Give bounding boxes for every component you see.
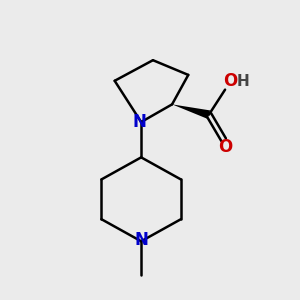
Text: N: N (134, 231, 148, 249)
Text: O: O (223, 72, 238, 90)
Text: N: N (133, 113, 147, 131)
Text: H: H (237, 74, 250, 89)
Polygon shape (172, 104, 210, 119)
Text: O: O (218, 138, 232, 156)
